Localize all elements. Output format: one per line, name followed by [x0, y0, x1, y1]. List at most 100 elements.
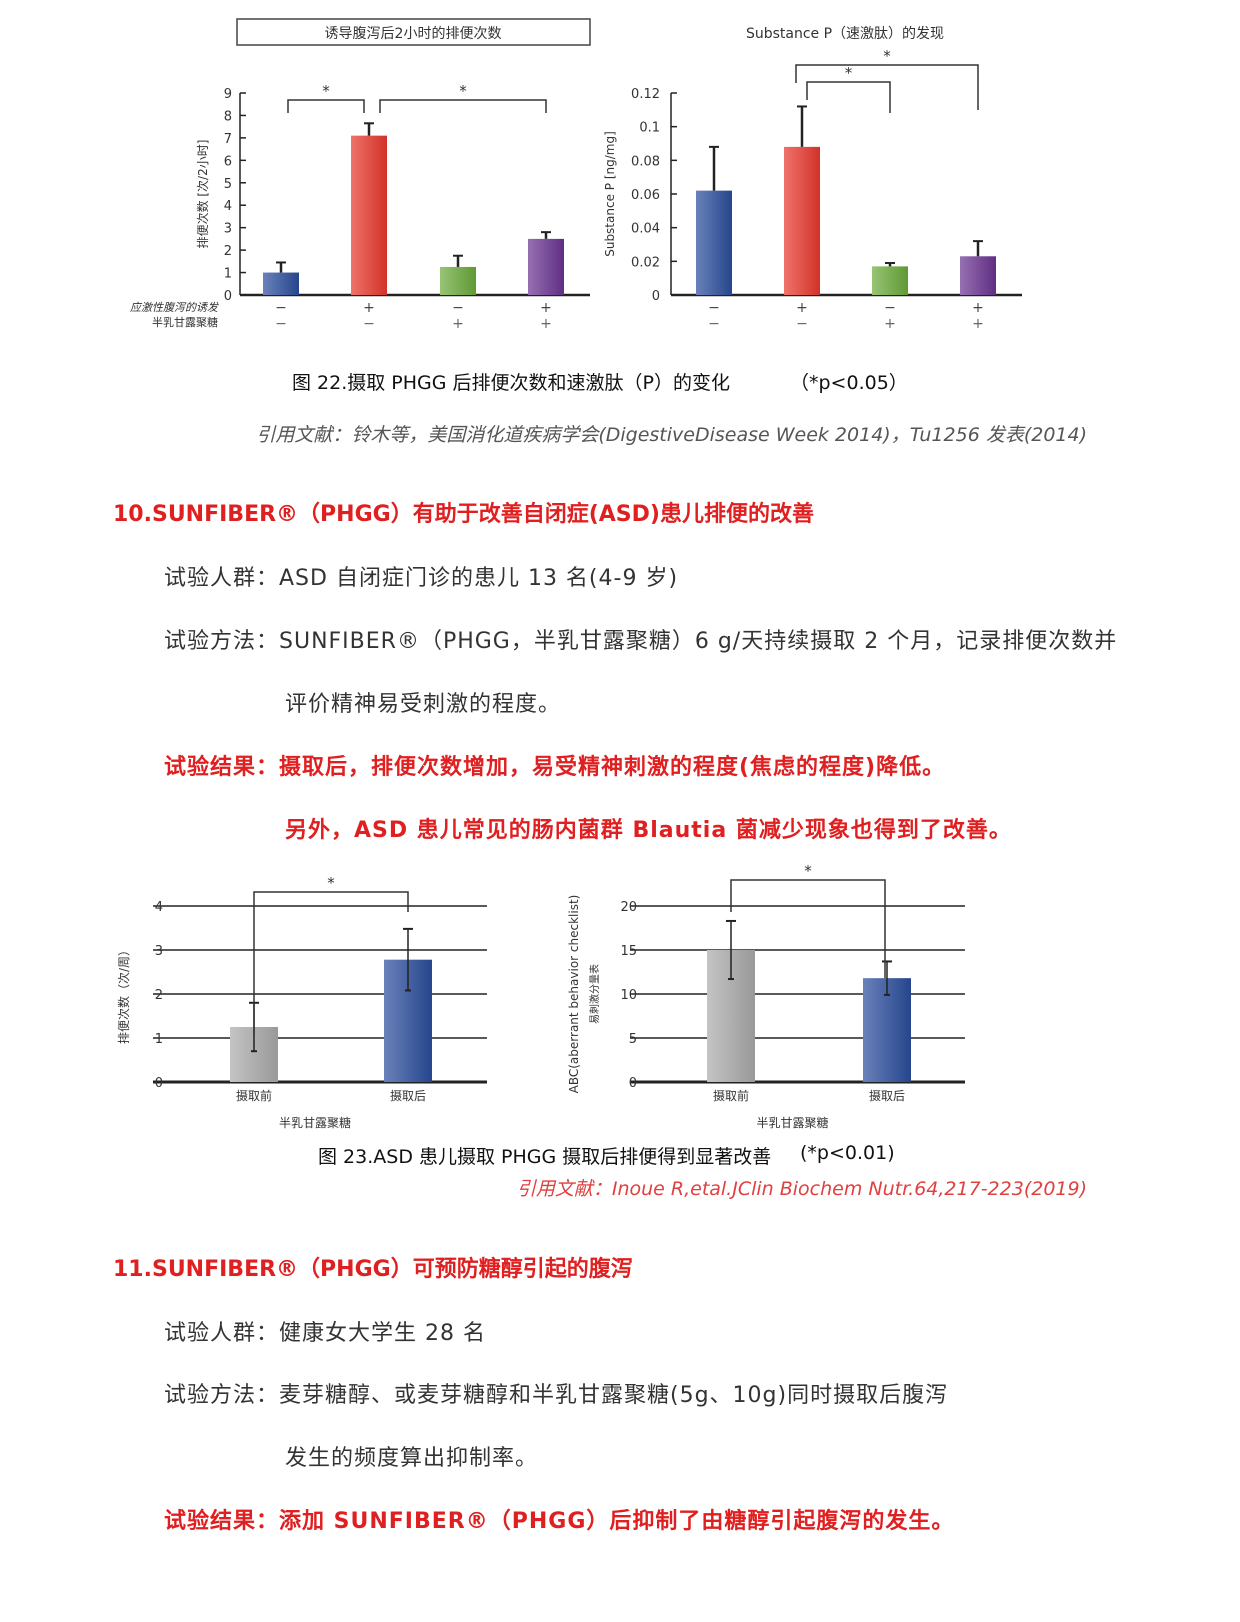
y-tick-label: 1: [224, 267, 232, 282]
fig23-caption: 图 23.ASD 患儿摄取 PHGG 摄取后排便得到显著改善: [318, 1146, 772, 1168]
x-label-row1: +: [972, 300, 984, 316]
x-label-row1: +: [796, 300, 808, 316]
row-label: 应激性腹泻的诱发: [130, 301, 219, 314]
chart-4: 0 5 10 15 20 ABC(aberrant behavior checklist)…: [567, 862, 965, 1130]
y-axis-label: 排便次数 [次/2小时]: [195, 140, 210, 249]
significance-bracket: [253, 891, 409, 1035]
x-label-row1: −: [452, 300, 464, 316]
bar: [696, 190, 732, 295]
x-label-row2: +: [540, 316, 552, 332]
x-category-label: 摄取前: [713, 1088, 749, 1103]
y-tick-label: 8: [224, 109, 232, 124]
significance-bracket: [806, 81, 891, 113]
y-tick-label: 5: [629, 1032, 637, 1047]
y-tick-label: 0.08: [631, 154, 660, 169]
fig22-caption: 图 22.摄取 PHGG 后排便次数和速激肽（P）的变化: [292, 372, 730, 394]
fig22-citation: 引用文献：铃木等，美国消化道疾病学会(DigestiveDisease Week…: [256, 424, 1087, 446]
x-label-row1: +: [363, 300, 375, 316]
significance-bracket: [287, 99, 365, 113]
bar: [960, 256, 996, 295]
significance-bracket: [730, 879, 886, 979]
fig22-significance: （*p<0.05）: [790, 372, 908, 394]
bar: [440, 266, 476, 295]
y-tick-label: 0: [155, 1076, 163, 1091]
x-axis-label: 半乳甘露聚糖: [279, 1115, 351, 1130]
section10-population: 试验人群：ASD 自闭症门诊的患儿 13 名(4-9 岁): [164, 566, 679, 591]
y-tick-label: 15: [620, 944, 637, 959]
y-tick-label: 0.12: [631, 87, 660, 102]
bar: [528, 238, 564, 295]
x-category-label: 摄取后: [869, 1088, 905, 1103]
x-label-row1: +: [540, 300, 552, 316]
y-tick-label: 4: [224, 199, 232, 214]
y-axis-label: ABC(aberrant behavior checklist): [567, 895, 581, 1094]
x-category-label: 摄取前: [236, 1088, 272, 1103]
y-tick-label: 7: [224, 132, 232, 147]
section10-heading: 10.SUNFIBER®（PHGG）有助于改善自闭症(ASD)患儿排便的改善: [113, 502, 814, 527]
y-axis-label: Substance P [ng/mg]: [603, 131, 617, 257]
y-tick-label: 0.1: [639, 121, 660, 136]
x-label-row2: +: [452, 316, 464, 332]
significance-bracket: [795, 64, 979, 110]
bar: [872, 266, 908, 295]
significance-star: *: [845, 64, 853, 82]
x-label-row1: −: [275, 300, 287, 316]
section11-heading: 11.SUNFIBER®（PHGG）可预防糖醇引起的腹泻: [113, 1257, 633, 1282]
chart-title: Substance P（速激肽）的发现: [746, 25, 944, 42]
x-label-row2: −: [708, 316, 720, 332]
significance-star: *: [327, 874, 335, 892]
x-label-row1: −: [708, 300, 720, 316]
x-label-row2: +: [884, 316, 896, 332]
section10-method-1: 试验方法：SUNFIBER®（PHGG，半乳甘露聚糖）6 g/天持续摄取 2 个…: [164, 629, 1118, 654]
y-tick-label: 0.04: [631, 222, 660, 237]
section11-method-1: 试验方法：麦芽糖醇、或麦芽糖醇和半乳甘露聚糖(5g、10g)同时摄取后腹泻: [164, 1383, 949, 1408]
y-tick-label: 0: [629, 1076, 637, 1091]
y-tick-label: 10: [620, 988, 637, 1003]
row-label: 半乳甘露聚糖: [152, 315, 218, 329]
y-tick-label: 9: [224, 87, 232, 102]
x-label-row2: −: [796, 316, 808, 332]
y-tick-label: 0.06: [631, 188, 660, 203]
y-tick-label: 2: [224, 244, 232, 259]
section11-result: 试验结果：添加 SUNFIBER®（PHGG）后抑制了由糖醇引起腹泻的发生。: [164, 1509, 955, 1534]
significance-star: *: [804, 862, 812, 880]
section10-method-2: 评价精神易受刺激的程度。: [285, 692, 562, 717]
fig23-significance: (*p<0.01): [800, 1142, 895, 1164]
chart-title-box: [236, 18, 591, 46]
section11-population: 试验人群：健康女大学生 28 名: [164, 1321, 486, 1346]
y-tick-label: 4: [155, 900, 163, 915]
y-tick-label: 1: [155, 1032, 163, 1047]
significance-star: *: [322, 82, 330, 100]
y-axis-label: 排便次数（次/周）: [116, 944, 131, 1044]
fig23-citation: 引用文献：Inoue R,etal.JClin Biochem Nutr.64,…: [516, 1178, 1087, 1200]
section10-result-2: 另外，ASD 患儿常见的肠内菌群 Blautia 菌减少现象也得到了改善。: [285, 818, 1012, 843]
significance-star: *: [459, 82, 467, 100]
section11-method-2: 发生的频度算出抑制率。: [285, 1446, 539, 1471]
chart-2: Substance P（速激肽）的发现 0 0.02 0.04 0.06 0.08 0.1 0…: [603, 25, 1022, 332]
x-axis-label: 半乳甘露聚糖: [756, 1115, 828, 1130]
bar: [784, 146, 820, 295]
y-tick-label: 3: [155, 944, 163, 959]
y-tick-label: 6: [224, 154, 232, 169]
significance-bracket: [379, 99, 547, 113]
x-label-row2: −: [275, 316, 287, 332]
y-axis-label-2: 易刺激分量表: [588, 964, 601, 1024]
x-label-row2: +: [972, 316, 984, 332]
y-tick-label: 2: [155, 988, 163, 1003]
chart-title: 诱导腹泻后2小时的排便次数: [325, 25, 502, 42]
bar: [263, 272, 299, 295]
x-label-row2: −: [363, 316, 375, 332]
significance-star: *: [883, 47, 891, 65]
x-category-label: 摄取后: [390, 1088, 426, 1103]
y-tick-label: 20: [620, 900, 637, 915]
bar: [351, 135, 387, 295]
section10-result-1: 试验结果：摄取后，排便次数增加，易受精神刺激的程度(焦虑的程度)降低。: [164, 755, 946, 780]
y-tick-label: 0: [652, 289, 660, 304]
x-label-row1: −: [884, 300, 896, 316]
y-tick-label: 5: [224, 177, 232, 192]
y-tick-label: 3: [224, 222, 232, 237]
